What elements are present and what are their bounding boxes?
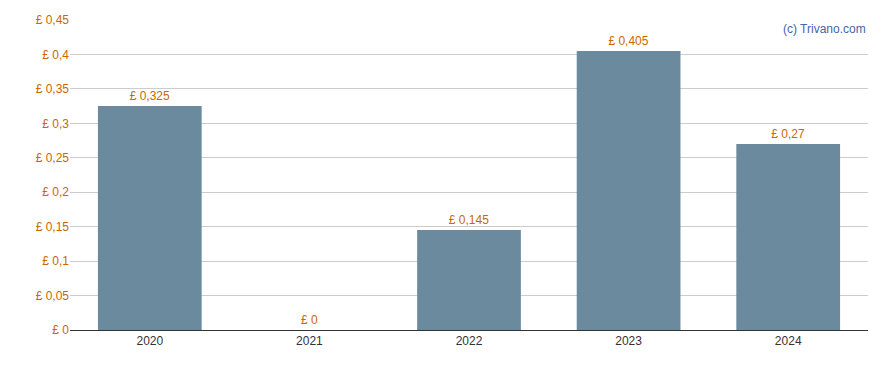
svg-text:£ 0,27: £ 0,27 [771,127,805,141]
svg-text:2022: 2022 [456,334,483,348]
svg-text:£ 0,4: £ 0,4 [42,48,69,62]
svg-text:£ 0,15: £ 0,15 [36,220,70,234]
svg-text:£ 0,2: £ 0,2 [42,185,69,199]
svg-text:£ 0,05: £ 0,05 [36,289,70,303]
svg-text:£ 0: £ 0 [52,323,69,337]
svg-text:£ 0: £ 0 [301,313,318,327]
svg-text:£ 0,3: £ 0,3 [42,117,69,131]
svg-text:£ 0,45: £ 0,45 [36,13,70,27]
svg-text:£ 0,1: £ 0,1 [42,254,69,268]
svg-text:2023: 2023 [615,334,642,348]
svg-text:£ 0,25: £ 0,25 [36,151,70,165]
svg-text:£ 0,405: £ 0,405 [608,34,648,48]
svg-text:2024: 2024 [775,334,802,348]
svg-text:£ 0,145: £ 0,145 [449,213,489,227]
svg-text:2021: 2021 [296,334,323,348]
svg-text:2020: 2020 [136,334,163,348]
svg-text:£ 0,35: £ 0,35 [36,82,70,96]
svg-text:£ 0,325: £ 0,325 [130,89,170,103]
svg-text:(c) Trivano.com: (c) Trivano.com [783,22,866,36]
